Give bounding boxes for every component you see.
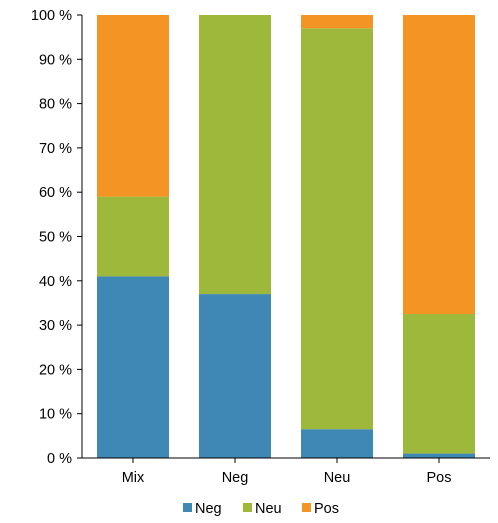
- bar-segment-neu-neg: [301, 429, 373, 458]
- y-tick-label: 10 %: [39, 407, 72, 423]
- legend-label-neu: Neu: [255, 501, 282, 517]
- bar-segment-neu-neu: [301, 28, 373, 430]
- legend-swatch-neg: [183, 503, 192, 512]
- legend: Neg Neu Pos: [183, 501, 339, 517]
- bar-segment-pos-neg: [403, 453, 475, 458]
- y-tick-label: 30 %: [39, 318, 72, 334]
- y-tick-label: 70 %: [39, 141, 72, 157]
- bar-segment-neu-pos: [301, 15, 373, 29]
- x-axis: Mix Neg Neu Pos: [82, 457, 490, 486]
- y-tick-label: 0 %: [47, 451, 72, 467]
- y-tick-label: 100 %: [31, 8, 72, 24]
- bar-segment-pos-neu: [403, 314, 475, 454]
- x-tick-label: Mix: [122, 470, 145, 486]
- bar-segment-mix-pos: [97, 15, 169, 197]
- bar-segment-mix-neu: [97, 196, 169, 277]
- legend-swatch-neu: [243, 503, 252, 512]
- x-tick-label: Pos: [427, 470, 452, 486]
- legend-swatch-pos: [302, 503, 311, 512]
- x-tick-label: Neu: [324, 470, 351, 486]
- bar-segment-pos-pos: [403, 15, 475, 315]
- y-axis: 0 % 10 % 20 % 30 % 40 % 50 % 60 % 70 % 80 % 90 % 1…: [31, 8, 83, 467]
- legend-label-pos: Pos: [314, 501, 339, 517]
- x-tick-label: Neg: [222, 470, 249, 486]
- bar-segment-neg-neg: [199, 294, 271, 458]
- y-tick-label: 40 %: [39, 274, 72, 290]
- legend-label-neg: Neg: [195, 501, 222, 517]
- y-tick-label: 80 %: [39, 97, 72, 113]
- y-tick-label: 20 %: [39, 362, 72, 378]
- bars-group: [97, 15, 475, 458]
- bar-segment-neg-neu: [199, 15, 271, 295]
- y-tick-label: 50 %: [39, 230, 72, 246]
- bar-segment-mix-neg: [97, 276, 169, 458]
- y-tick-label: 60 %: [39, 185, 72, 201]
- y-tick-label: 90 %: [39, 52, 72, 68]
